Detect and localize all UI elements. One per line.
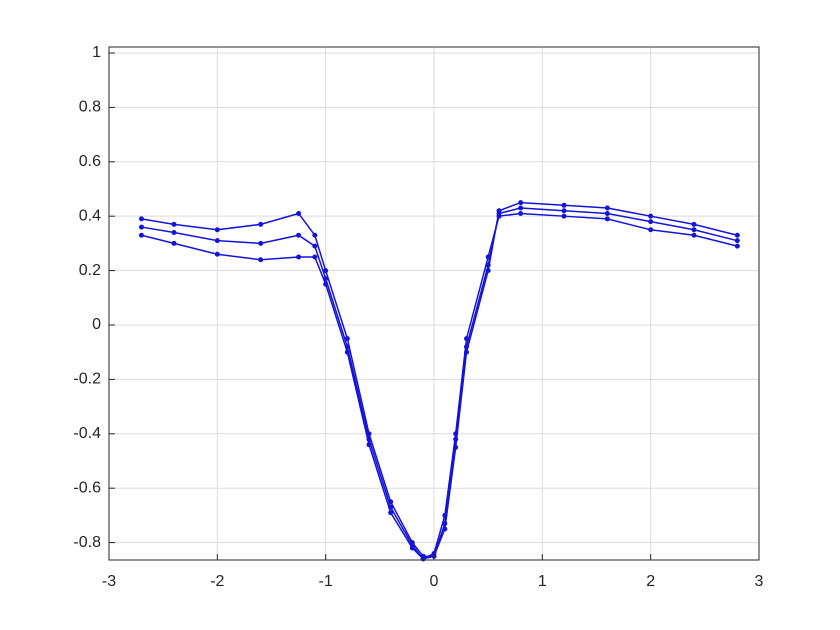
y-tick-label: -0.4 — [73, 425, 101, 442]
point — [214, 227, 220, 233]
point — [139, 224, 144, 230]
point — [296, 210, 302, 216]
x-tick-label: 2 — [646, 573, 655, 590]
x-tick-label: -1 — [319, 573, 333, 590]
point — [691, 227, 697, 233]
point — [648, 213, 654, 219]
point — [171, 221, 177, 227]
point — [691, 221, 697, 227]
point — [171, 240, 177, 246]
point — [388, 510, 394, 516]
y-tick-label: 0.4 — [79, 207, 101, 224]
point — [561, 208, 567, 214]
x-tick-label: 0 — [430, 573, 439, 590]
y-tick-label: 0.6 — [79, 153, 101, 170]
point — [518, 205, 524, 211]
y-tick-label: -0.6 — [73, 479, 101, 496]
point — [431, 550, 437, 556]
point — [691, 232, 697, 238]
y-tick-label: 0.8 — [79, 99, 101, 116]
point — [485, 254, 491, 260]
point — [214, 238, 220, 244]
y-tick-label: -0.2 — [73, 371, 101, 388]
point — [734, 243, 740, 249]
point — [312, 254, 318, 260]
point — [734, 232, 740, 238]
point — [139, 232, 144, 238]
point — [296, 254, 302, 260]
point — [296, 232, 302, 238]
point — [561, 202, 567, 208]
x-tick-label: -2 — [210, 573, 224, 590]
y-tick-label: -0.8 — [73, 534, 101, 551]
point — [323, 268, 329, 274]
point — [561, 213, 567, 219]
series-line — [141, 212, 738, 560]
point — [648, 219, 654, 225]
point — [344, 349, 350, 355]
point — [312, 232, 318, 238]
y-tick-label: 0 — [92, 316, 101, 333]
point — [734, 238, 740, 244]
point — [518, 200, 524, 206]
point — [464, 336, 469, 342]
point — [518, 210, 524, 216]
point — [258, 240, 264, 246]
point — [442, 512, 448, 518]
point — [323, 281, 329, 287]
y-tick-label: 1 — [92, 44, 101, 61]
point — [420, 556, 426, 562]
x-tick-label: 3 — [755, 573, 764, 590]
point — [453, 431, 459, 437]
point — [214, 251, 220, 257]
series-line — [141, 207, 738, 560]
point — [258, 221, 264, 227]
y-tick-label: 0.2 — [79, 262, 101, 279]
point — [139, 216, 144, 222]
point — [604, 210, 610, 216]
point — [604, 205, 610, 211]
point — [258, 257, 264, 263]
point — [366, 442, 372, 448]
point — [171, 230, 177, 236]
point — [409, 545, 415, 551]
point — [496, 213, 502, 219]
point — [344, 336, 350, 342]
point — [312, 243, 318, 249]
point — [648, 227, 654, 233]
point — [604, 216, 610, 222]
x-tick-label: -3 — [102, 573, 116, 590]
x-tick-label: 1 — [538, 573, 547, 590]
